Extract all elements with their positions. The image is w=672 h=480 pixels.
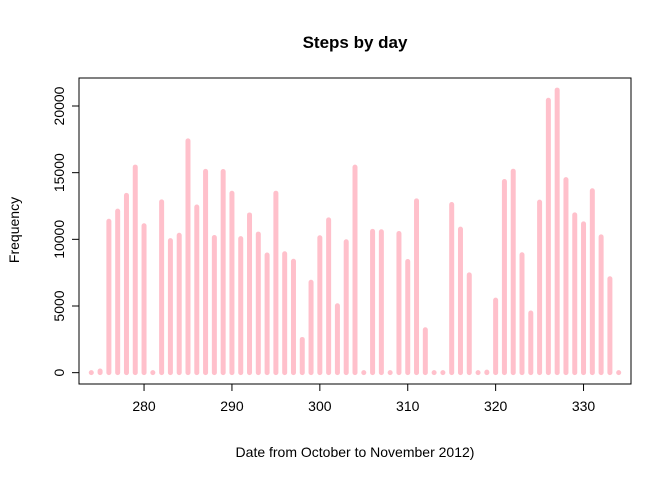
y-axis-label: Frequency [6,197,22,263]
y-tick-label: 5000 [51,290,67,321]
y-tick-label: 10000 [51,220,67,259]
bars [88,87,622,376]
y-tick-label: 0 [51,369,67,377]
x-tick-label: 280 [132,398,156,414]
chart-title: Steps by day [303,33,408,52]
x-tick-label: 290 [220,398,244,414]
x-tick-label: 330 [572,398,596,414]
y-axis: 0 5000 10000 15000 20000 [51,86,80,377]
y-tick-label: 20000 [51,86,67,125]
x-axis: 280 290 300 310 320 330 [132,383,596,414]
x-tick-label: 310 [396,398,420,414]
y-tick-label: 15000 [51,153,67,192]
x-tick-label: 300 [308,398,332,414]
x-axis-label: Date from October to November 2012) [236,444,475,460]
x-tick-label: 320 [484,398,508,414]
